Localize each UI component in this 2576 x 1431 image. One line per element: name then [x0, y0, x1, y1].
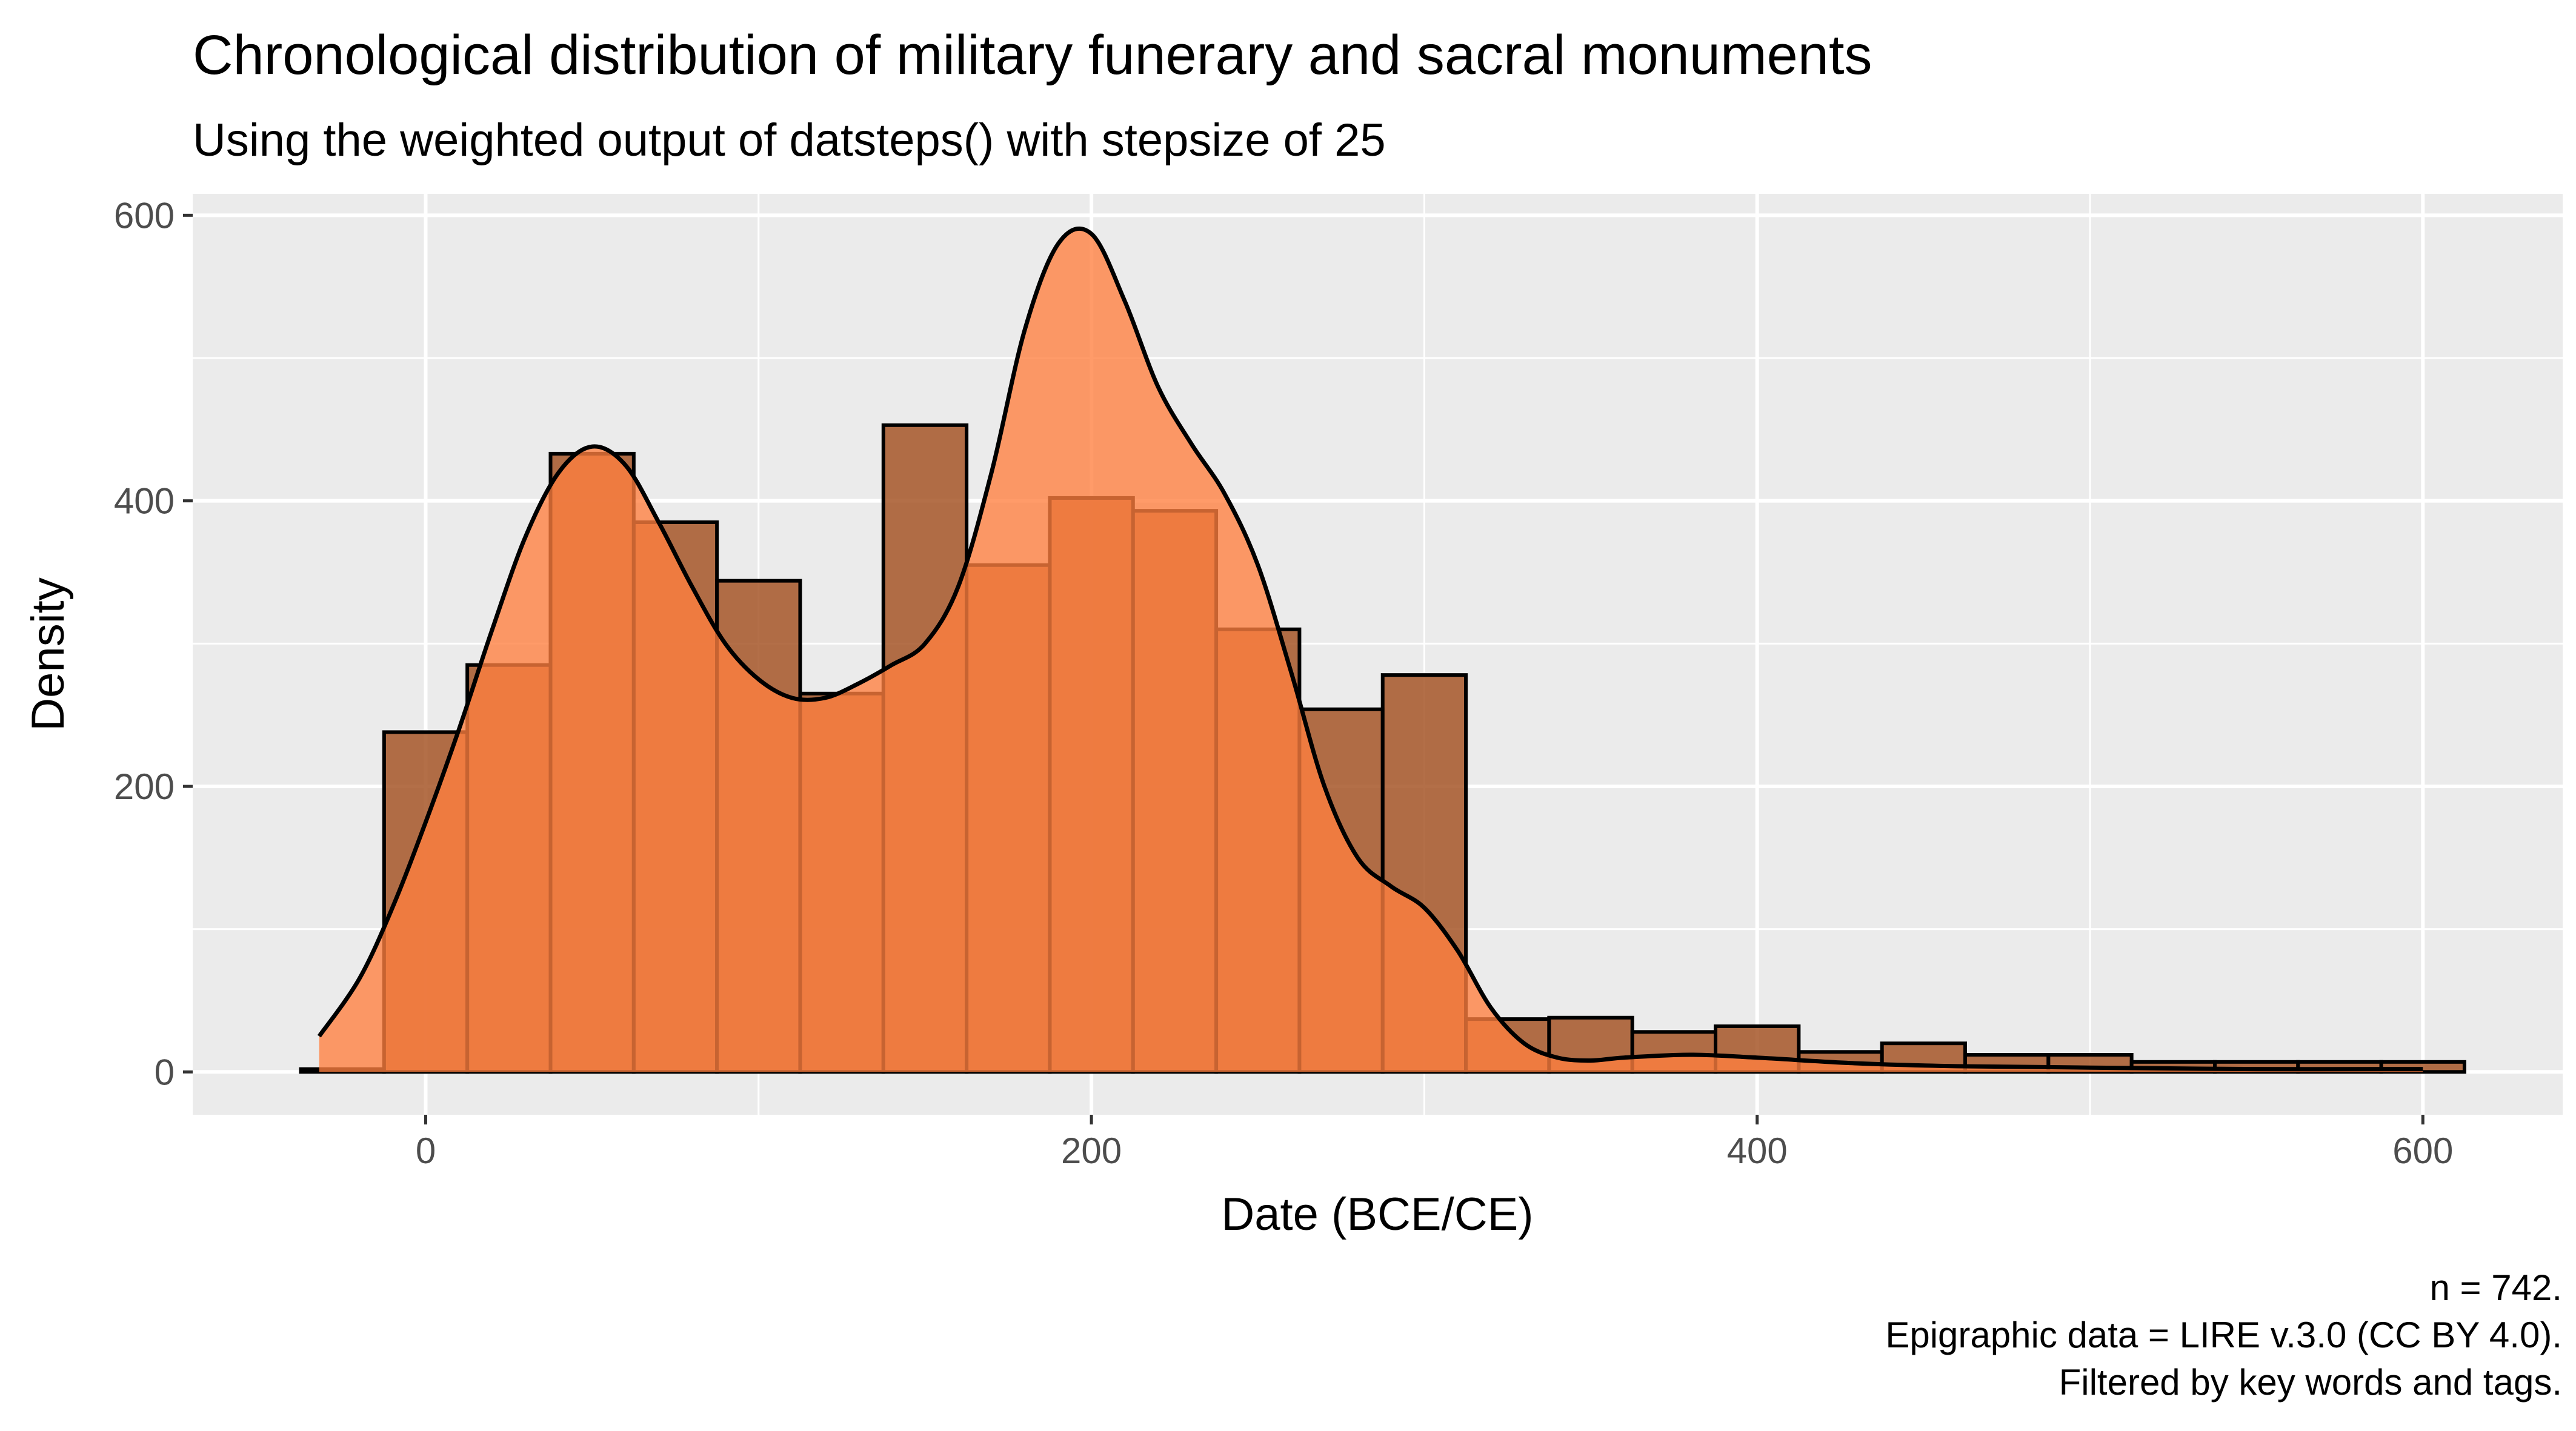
- x-axis-title: Date (BCE/CE): [1221, 1189, 1533, 1240]
- x-tick-label: 200: [1061, 1131, 1122, 1171]
- y-axis-title: Density: [22, 577, 74, 731]
- x-tick-label: 0: [416, 1131, 436, 1171]
- y-axis: 0 200 400 600: [114, 195, 193, 1092]
- y-tick-label: 600: [114, 195, 175, 236]
- y-tick-label: 400: [114, 481, 175, 522]
- caption-line-2: Epigraphic data = LIRE v.3.0 (CC BY 4.0)…: [1885, 1315, 2562, 1355]
- y-tick-label: 0: [155, 1052, 175, 1092]
- chart-title: Chronological distribution of military f…: [193, 24, 1872, 86]
- density-curve: [317, 226, 2423, 1072]
- x-tick-label: 400: [1727, 1131, 1788, 1171]
- x-axis: 0 200 400 600: [416, 1115, 2453, 1171]
- chart-subtitle: Using the weighted output of datsteps() …: [193, 115, 1386, 166]
- density-area: [319, 228, 2423, 1072]
- y-tick-label: 200: [114, 766, 175, 807]
- x-tick-label: 600: [2392, 1131, 2453, 1171]
- caption-line-1: n = 742.: [2429, 1267, 2562, 1308]
- caption-line-3: Filtered by key words and tags.: [2059, 1362, 2562, 1403]
